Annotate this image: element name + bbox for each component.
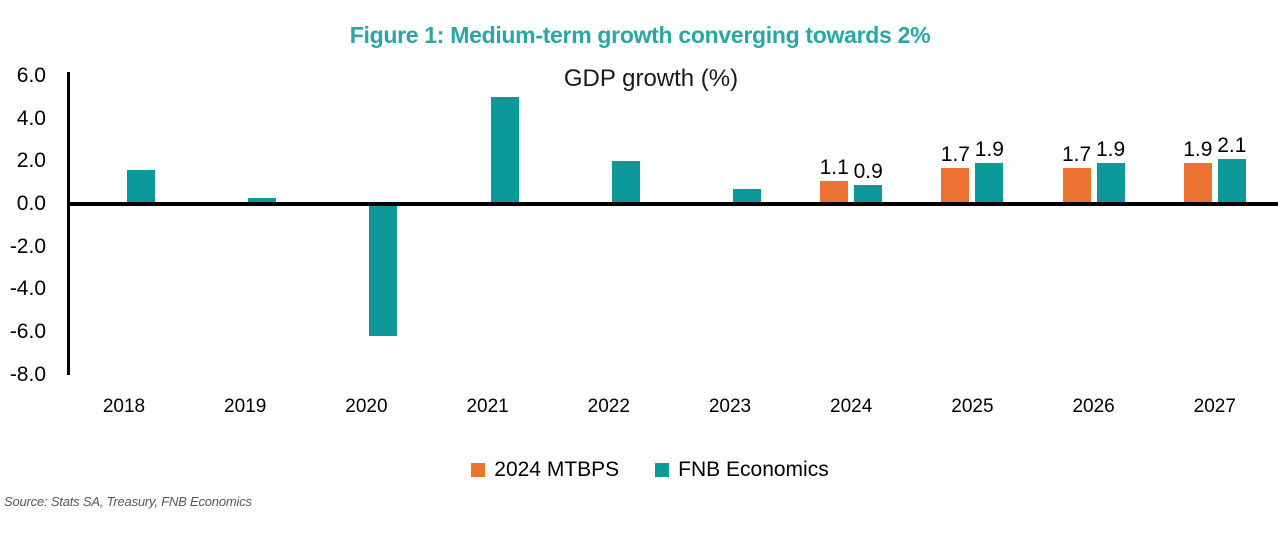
legend-label-mtbps: 2024 MTBPS bbox=[494, 458, 620, 481]
bar-fnb-economics-2027 bbox=[1217, 159, 1246, 204]
x-tick-label: 2027 bbox=[1193, 396, 1236, 417]
x-tick-label: 2024 bbox=[830, 396, 873, 417]
bar-fnb-economics-2026 bbox=[1096, 163, 1125, 204]
data-label: 1.9 bbox=[1095, 138, 1126, 162]
y-tick-label: 6.0 bbox=[16, 64, 46, 87]
y-axis-line bbox=[67, 72, 70, 375]
data-label: 0.9 bbox=[853, 159, 883, 183]
bar-fnb-economics-2019 bbox=[248, 197, 277, 204]
bar-2024-mtbps-2024 bbox=[820, 180, 849, 204]
legend-label-fnb: FNB Economics bbox=[678, 458, 829, 481]
y-tick-label: 2.0 bbox=[16, 149, 46, 173]
bar-fnb-economics-2024 bbox=[854, 184, 883, 204]
figure-title: Figure 1: Medium-term growth converging … bbox=[349, 22, 931, 48]
legend-item-mtbps: 2024 MTBPS bbox=[471, 459, 619, 481]
zero-baseline bbox=[67, 202, 1278, 206]
bar-fnb-economics-2025 bbox=[975, 163, 1004, 204]
bar-fnb-economics-2023 bbox=[733, 189, 761, 204]
bar-fnb-economics-2021 bbox=[490, 97, 519, 204]
x-tick-label: 2019 bbox=[224, 396, 267, 417]
chart-subtitle: GDP growth (%) bbox=[563, 65, 739, 92]
x-tick-label: 2026 bbox=[1072, 396, 1115, 417]
x-tick-label: 2023 bbox=[708, 396, 752, 417]
bar-fnb-economics-2022 bbox=[611, 161, 640, 204]
y-tick-label: 0.0 bbox=[16, 192, 46, 215]
x-tick-label: 2022 bbox=[587, 396, 630, 417]
legend-swatch-fnb-icon bbox=[655, 463, 670, 477]
bar-2024-mtbps-2025 bbox=[941, 167, 970, 204]
x-tick-label: 2021 bbox=[466, 396, 509, 417]
x-tick-label: 2020 bbox=[345, 396, 388, 417]
data-label: 2.1 bbox=[1217, 134, 1247, 158]
chart-legend: 2024 MTBPS FNB Economics bbox=[0, 459, 1280, 481]
y-tick-label: -2.0 bbox=[9, 234, 46, 258]
bar-2024-mtbps-2027 bbox=[1183, 163, 1212, 204]
data-label: 1.7 bbox=[1061, 142, 1092, 166]
x-tick-label: 2025 bbox=[951, 396, 994, 417]
y-tick-label: -6.0 bbox=[9, 319, 46, 343]
data-label: 1.7 bbox=[940, 142, 970, 166]
data-label: 1.9 bbox=[974, 138, 1004, 162]
bar-2024-mtbps-2026 bbox=[1062, 167, 1091, 204]
x-tick-label: 2018 bbox=[102, 396, 146, 417]
y-tick-label: -8.0 bbox=[9, 362, 46, 386]
data-label: 1.1 bbox=[819, 155, 849, 179]
source-note: Source: Stats SA, Treasury, FNB Economic… bbox=[4, 494, 252, 509]
bar-fnb-economics-2018 bbox=[127, 169, 155, 204]
y-tick-label: -4.0 bbox=[9, 277, 46, 301]
y-tick-label: 4.0 bbox=[16, 106, 46, 130]
data-label: 1.9 bbox=[1183, 138, 1213, 162]
bar-fnb-economics-2020 bbox=[369, 204, 398, 337]
legend-item-fnb: FNB Economics bbox=[655, 459, 829, 481]
legend-swatch-mtbps-icon bbox=[471, 463, 486, 477]
